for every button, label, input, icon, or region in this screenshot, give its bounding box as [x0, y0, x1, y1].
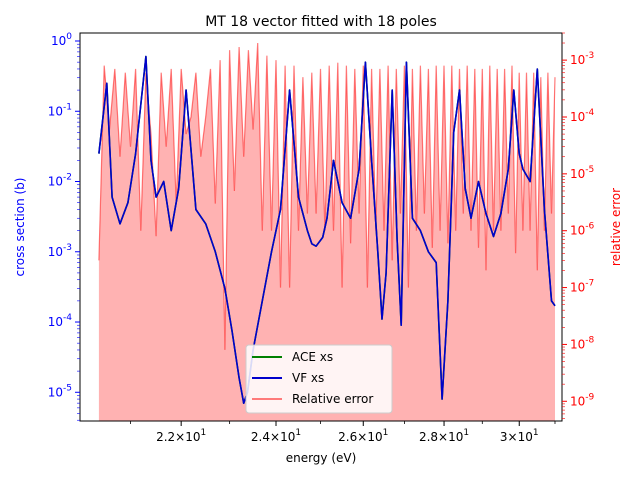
y2-tick-label-6-ten: 10	[570, 53, 585, 67]
y-tick-label-3: 10-2	[48, 173, 72, 189]
y-tick-label-4-exponent: -1	[63, 102, 72, 112]
y-tick-label-2-ten: 10	[48, 245, 63, 259]
y2-tick-label-5: 10-4	[570, 108, 595, 124]
legend-label-relative-error: Relative error	[292, 392, 373, 406]
x-tick-label-3-base: 2.8×	[419, 430, 448, 444]
y-tick-label-4: 10-1	[48, 102, 72, 118]
chart-title: MT 18 vector fitted with 18 poles	[205, 14, 437, 30]
y-tick-label-2-exponent: -3	[63, 243, 72, 253]
x-tick-label-0: 2.2×101	[156, 428, 206, 444]
x-tick-label-0-exponent: 1	[201, 428, 207, 438]
y2-tick-label-3: 10-6	[570, 222, 595, 238]
y-tick-label-4-ten: 10	[48, 104, 63, 118]
y2-tick-label-3-ten: 10	[570, 224, 585, 238]
y-axis-right: 10-910-810-710-610-510-410-3	[562, 32, 595, 419]
y-tick-label-1: 10-4	[48, 313, 73, 329]
y2-tick-label-1: 10-8	[570, 335, 595, 351]
y2-tick-label-0-ten: 10	[570, 394, 585, 408]
legend: ACE xs VF xs Relative error	[245, 344, 393, 414]
y2-tick-label-2-exponent: -7	[585, 279, 594, 289]
x-tick-label-1-ten: 10	[280, 430, 295, 444]
y-tick-label-5-exponent: 0	[66, 32, 72, 42]
y2-tick-label-2-ten: 10	[570, 281, 585, 295]
y2-tick-label-1-ten: 10	[570, 337, 585, 351]
x-tick-label-3: 2.8×101	[419, 428, 469, 444]
x-tick-label-3-ten: 10	[448, 430, 463, 444]
x-tick-label-2-base: 2.6×	[338, 430, 367, 444]
x-tick-label-1-exponent: 1	[295, 428, 301, 438]
y2-tick-label-4-ten: 10	[570, 167, 585, 181]
y-tick-label-1-exponent: -4	[63, 313, 72, 323]
legend-box	[245, 344, 393, 414]
x-axis: 2.2×101 2.4×101 2.6×101 2.8×101 3×101	[130, 421, 556, 444]
y-tick-label-0-exponent: -5	[63, 383, 72, 393]
y-tick-label-1-ten: 10	[48, 315, 63, 329]
y-axis-label: cross section (b)	[13, 178, 27, 277]
x-axis-label: energy (eV)	[286, 451, 357, 465]
y-tick-label-0-ten: 10	[48, 385, 63, 399]
x-tick-label-0-base: 2.2×	[156, 430, 185, 444]
x-tick-label-2-exponent: 1	[383, 428, 389, 438]
legend-label-vf-xs: VF xs	[292, 371, 324, 385]
x-tick-label-4: 3×101	[500, 428, 539, 444]
y2-tick-label-0-exponent: -9	[585, 392, 594, 402]
y2-tick-label-6: 10-3	[570, 51, 594, 67]
x-tick-label-4-base: 3×	[500, 430, 518, 444]
y2-tick-label-5-exponent: -4	[585, 108, 594, 118]
plot-frame	[79, 32, 563, 422]
y2-tick-label-4-exponent: -5	[585, 165, 594, 175]
y-tick-label-0: 10-5	[48, 383, 72, 399]
x-tick-label-1: 2.4×101	[251, 428, 301, 444]
x-tick-label-4-exponent: 1	[533, 428, 539, 438]
x-tick-label-4-ten: 10	[518, 430, 533, 444]
y-tick-label-2: 10-3	[48, 243, 72, 259]
y-tick-label-5-ten: 10	[51, 34, 66, 48]
legend-label-ace-xs: ACE xs	[292, 350, 333, 364]
x-tick-label-0-ten: 10	[185, 430, 200, 444]
y2-tick-label-1-exponent: -8	[585, 335, 594, 345]
x-tick-label-2-ten: 10	[367, 430, 382, 444]
y-tick-label-3-ten: 10	[48, 175, 63, 189]
y2-tick-label-4: 10-5	[570, 165, 594, 181]
y-tick-label-3-exponent: -2	[63, 173, 72, 183]
y2-axis-label: relative error	[609, 188, 623, 266]
y2-tick-label-2: 10-7	[570, 279, 594, 295]
x-tick-label-1-base: 2.4×	[251, 430, 280, 444]
y-tick-label-5: 100	[51, 32, 72, 48]
y2-tick-label-3-exponent: -6	[585, 222, 594, 232]
series-vf-xs-line	[98, 55, 556, 404]
y2-tick-label-5-ten: 10	[570, 110, 585, 124]
y2-tick-label-6-exponent: -3	[585, 51, 594, 61]
x-tick-label-2: 2.6×101	[338, 428, 388, 444]
cross-section-layer	[98, 55, 556, 404]
x-tick-label-3-exponent: 1	[463, 428, 469, 438]
y2-tick-label-0: 10-9	[570, 392, 595, 408]
